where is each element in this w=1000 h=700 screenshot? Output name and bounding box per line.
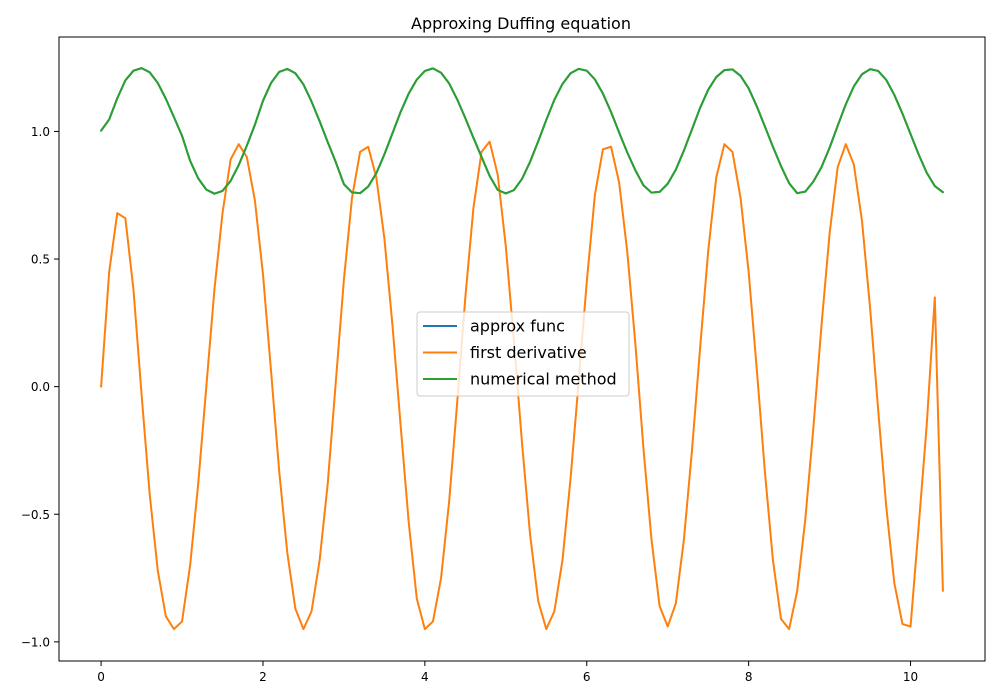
y-tick-label: 0.5	[31, 253, 50, 267]
x-tick-label: 10	[903, 670, 918, 684]
x-tick-label: 6	[583, 670, 591, 684]
y-tick-label: −0.5	[21, 508, 50, 522]
y-tick-label: 0.0	[31, 380, 50, 394]
legend-box	[416, 311, 630, 397]
series-line-1	[100, 140, 944, 631]
y-tick-label: −1.0	[21, 635, 50, 649]
legend: approx func first derivative numerical met…	[416, 311, 630, 397]
series-layer	[100, 67, 944, 631]
y-axis: −1.0 −0.5 0.0 0.5 1.0	[21, 125, 59, 649]
axes-frame	[58, 36, 986, 662]
y-tick-label: 1.0	[31, 125, 50, 139]
x-tick-label: 4	[421, 670, 429, 684]
chart-title: Approxing Duffing equation	[411, 14, 631, 33]
legend-label: numerical method	[470, 370, 617, 389]
x-tick-label: 2	[259, 670, 267, 684]
x-tick-label: 0	[97, 670, 105, 684]
x-axis: 0 2 4 6 8 10	[97, 661, 918, 684]
series-line-2	[100, 67, 944, 195]
legend-label: first derivative	[470, 343, 587, 362]
x-tick-label: 8	[745, 670, 753, 684]
legend-label: approx func	[470, 317, 565, 336]
